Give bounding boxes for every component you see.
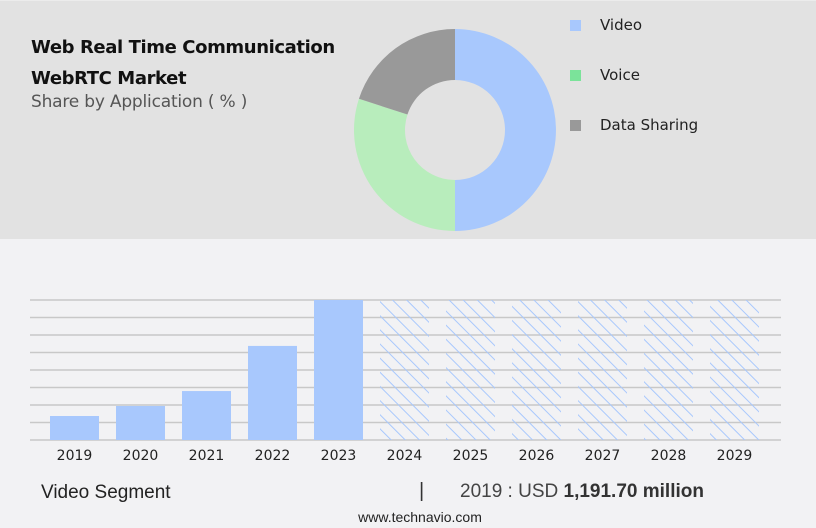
bar-2022 [248, 345, 297, 440]
segment-label: Video Segment [41, 482, 171, 503]
chart-subtitle: Share by Application ( % ) [31, 92, 248, 112]
bar-chart: 2019 2020 2021 2022 2023 2024 2025 2026 2027 2028… [30, 299, 781, 464]
bar-2028 [644, 300, 693, 440]
legend-item-data-sharing: Data Sharing [570, 111, 698, 139]
legend-swatch-icon [570, 69, 581, 81]
bar-2029 [710, 300, 759, 440]
segment-value: 2019 : USD 1,191.70 million [460, 481, 704, 503]
legend-label: Voice [600, 66, 640, 84]
legend-swatch-icon [570, 119, 581, 131]
x-tick-label: 2022 [255, 448, 291, 464]
title-line-1: Web Real Time Communication [31, 37, 335, 58]
x-tick-label: 2024 [387, 448, 423, 464]
x-tick-label: 2023 [321, 448, 357, 464]
donut-slice-voice [354, 98, 455, 232]
donut-slice-data-sharing [358, 29, 455, 115]
title-line-2: WebRTC Market [31, 68, 187, 89]
bar-2019 [50, 415, 99, 440]
value-amount: 1,191.70 million [563, 481, 704, 502]
share-panel: Web Real Time Communication WebRTC Marke… [0, 0, 816, 239]
bar-2024 [380, 300, 429, 440]
x-tick-label: 2028 [651, 448, 687, 464]
bar-2026 [512, 300, 561, 440]
bar-2020 [116, 405, 165, 440]
bar-2027 [578, 300, 627, 440]
legend-item-voice: Voice [570, 61, 640, 89]
x-tick-label: 2027 [585, 448, 621, 464]
donut-slice-video [455, 29, 556, 231]
source-url: www.technavio.com [358, 509, 482, 525]
x-tick-label: 2029 [717, 448, 753, 464]
value-prefix: 2019 : USD [460, 481, 559, 502]
x-tick-label: 2019 [57, 448, 93, 464]
legend-swatch-icon [570, 19, 581, 31]
x-tick-label: 2021 [189, 448, 225, 464]
legend-label: Video [600, 16, 643, 34]
donut-chart [354, 29, 556, 232]
footer-separator: | [419, 480, 425, 502]
bar-2023 [314, 300, 363, 440]
x-tick-label: 2026 [519, 448, 555, 464]
legend-item-video: Video [570, 11, 642, 39]
bar-2021 [182, 391, 231, 440]
chart-title: Web Real Time Communication WebRTC Marke… [31, 32, 335, 94]
bar-2025 [446, 300, 495, 440]
legend-label: Data Sharing [600, 116, 699, 134]
x-tick-label: 2025 [453, 448, 489, 464]
x-tick-label: 2020 [123, 448, 159, 464]
